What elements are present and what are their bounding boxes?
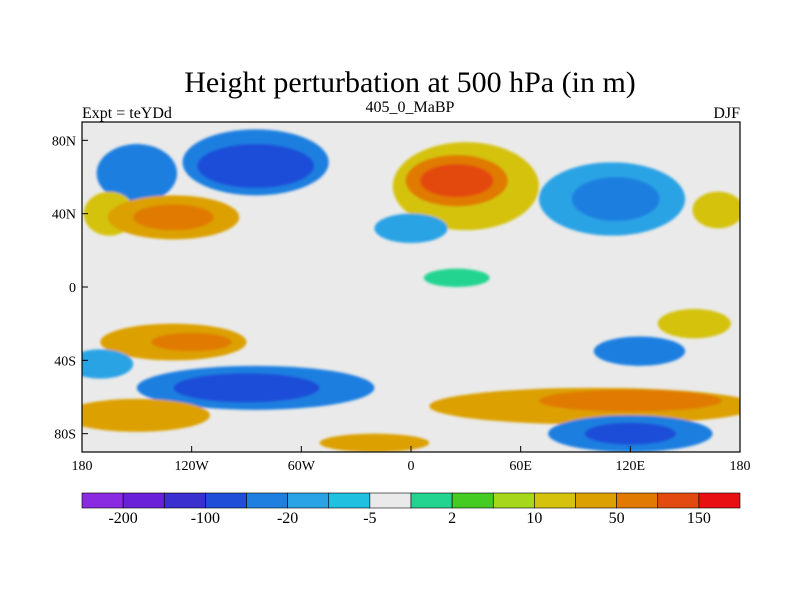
experiment-label: Expt = teYDd xyxy=(82,105,172,122)
colorbar-swatch-15 xyxy=(698,492,741,509)
anomaly-region-12 xyxy=(374,213,448,243)
x-tick-label-3: 0 xyxy=(408,459,415,474)
anomaly-region-5 xyxy=(133,204,214,231)
colorbar-label-7: 150 xyxy=(687,510,711,527)
anomaly-region-17 xyxy=(173,373,320,403)
x-tick-label-5: 120E xyxy=(616,459,646,474)
colorbar-label-4: 2 xyxy=(448,510,456,527)
colorbar-label-6: 50 xyxy=(609,510,625,527)
season-label: DJF xyxy=(713,105,740,122)
x-tick-label-6: 180 xyxy=(730,459,751,474)
colorbar-swatch-9 xyxy=(451,492,494,509)
y-tick-label-0: 80N xyxy=(52,134,76,149)
colorbar-label-3: -5 xyxy=(363,510,376,527)
anomaly-region-10 xyxy=(571,177,660,221)
colorbar-label-2: -20 xyxy=(277,510,298,527)
colorbar-swatch-2 xyxy=(163,492,206,509)
anomaly-region-8 xyxy=(420,164,494,198)
colorbar-swatch-13 xyxy=(616,492,659,509)
colorbar-swatch-3 xyxy=(205,492,247,509)
anomaly-region-24 xyxy=(657,309,731,339)
y-tick-label-2: 0 xyxy=(69,281,76,296)
y-tick-label-1: 40N xyxy=(52,208,76,223)
colorbar-label-1: -100 xyxy=(191,510,220,527)
axis-ticks: 180 120W 60W 0 60E 120E 180 80N 40N 0 40S 80S xyxy=(52,134,751,474)
colorbar-swatch-5 xyxy=(287,492,330,509)
x-tick-label-4: 60E xyxy=(509,459,532,474)
colorbar-label-5: 10 xyxy=(526,510,542,527)
y-tick-label-4: 80S xyxy=(54,428,76,443)
colorbar-swatch-4 xyxy=(246,492,288,509)
x-tick-label-1: 120W xyxy=(175,459,210,474)
colorbar-swatch-11 xyxy=(534,492,576,509)
x-tick-label-2: 60W xyxy=(288,459,316,474)
colorbar-swatch-1 xyxy=(122,492,165,509)
colorbar-swatch-7 xyxy=(369,492,412,509)
anomaly-region-11 xyxy=(692,191,740,229)
anomaly-region-2 xyxy=(197,144,315,188)
colorbar-swatch-14 xyxy=(657,492,700,509)
anomaly-region-14 xyxy=(151,332,232,352)
colorbar-label-0: -200 xyxy=(108,510,137,527)
x-tick-label-0: 180 xyxy=(72,459,93,474)
colorbar: -200 -100 -20 -5 2 10 50 150 xyxy=(81,492,741,527)
colorbar-swatch-12 xyxy=(575,492,617,509)
anomaly-region-25 xyxy=(319,433,430,452)
colorbar-swatch-8 xyxy=(410,492,453,509)
colorbar-swatch-10 xyxy=(492,492,535,509)
anomaly-region-18 xyxy=(82,398,210,432)
anomaly-region-23 xyxy=(593,336,686,366)
y-tick-label-3: 40S xyxy=(54,354,76,369)
colorbar-swatch-6 xyxy=(328,492,371,509)
anomaly-region-20 xyxy=(538,389,722,412)
contour-field xyxy=(82,122,740,452)
anomaly-region-15 xyxy=(82,349,134,379)
anomaly-region-22 xyxy=(584,422,677,445)
center-label: 405_0_MaBP xyxy=(366,99,455,116)
anomaly-region-0 xyxy=(96,144,178,203)
anomaly-region-26 xyxy=(423,268,490,288)
figure-title: Height perturbation at 500 hPa (in m) xyxy=(184,66,636,99)
colorbar-swatch-0 xyxy=(81,492,124,509)
